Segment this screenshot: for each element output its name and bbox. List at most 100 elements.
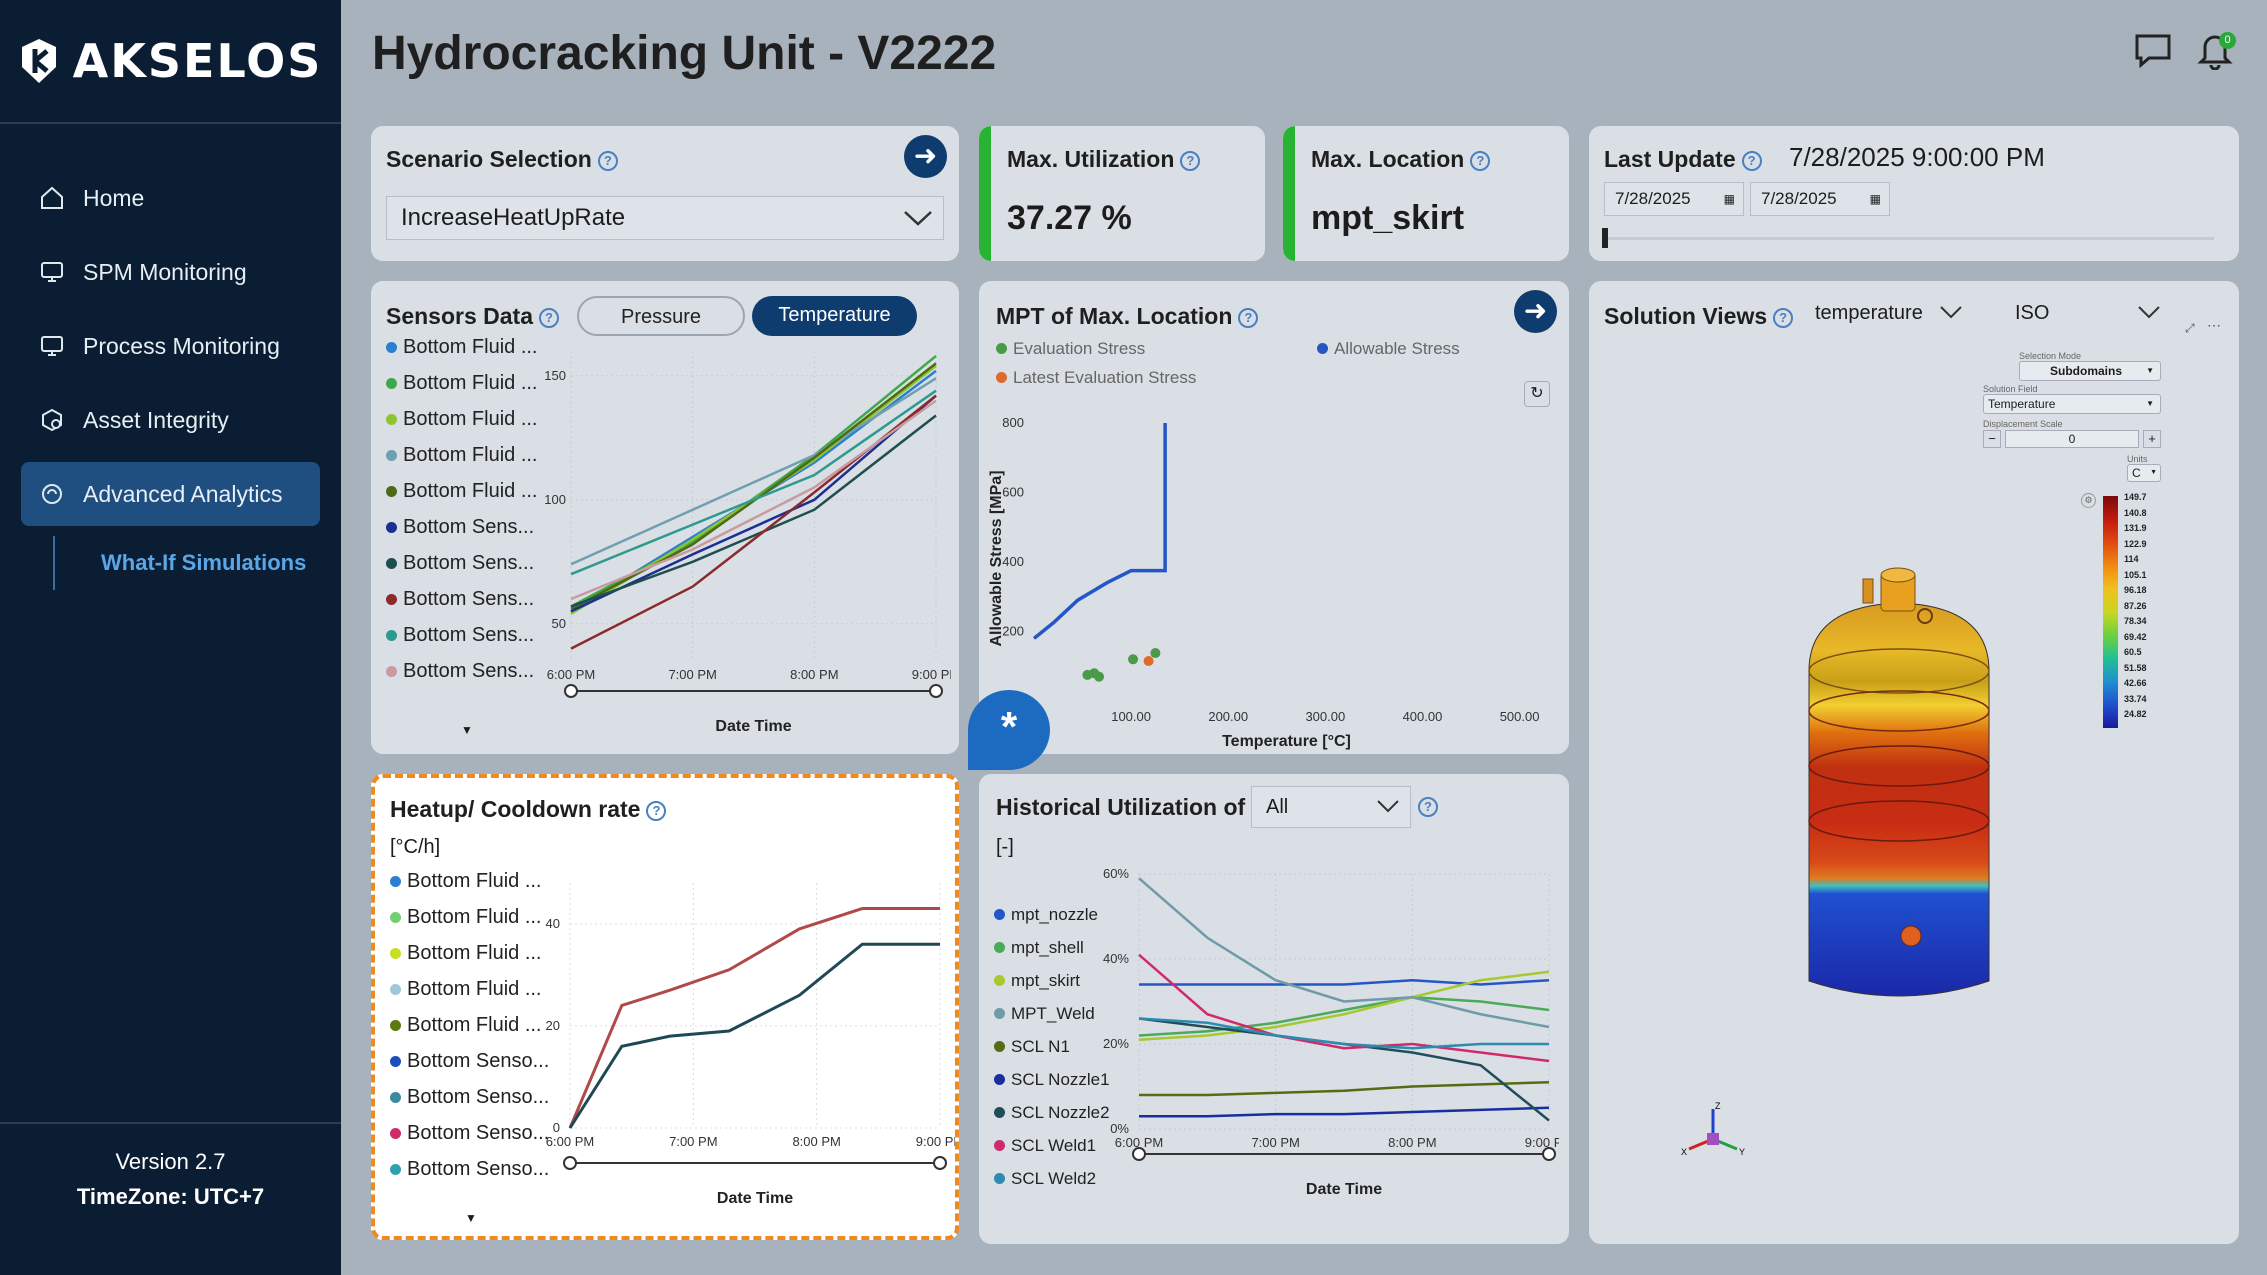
legend-item[interactable]: mpt_shell: [994, 931, 1110, 964]
logo[interactable]: AKSELOS: [0, 0, 341, 124]
series-line: [570, 389, 937, 576]
x-axis-label: Date Time: [715, 718, 791, 735]
historical-filter-dropdown[interactable]: All: [1251, 786, 1411, 828]
tab-pressure[interactable]: Pressure: [577, 296, 745, 336]
legend-dot: [390, 947, 401, 959]
legend-item[interactable]: Bottom Sens...: [386, 545, 538, 581]
x-tick-label: 9:00 PM: [912, 667, 951, 682]
legend-item[interactable]: mpt_nozzle: [994, 898, 1110, 931]
date-to-input[interactable]: 7/28/2025 ▦: [1750, 182, 1890, 216]
legend-allowable-stress: Allowable Stress: [1317, 339, 1460, 359]
legend-item[interactable]: SCL Nozzle2: [994, 1096, 1110, 1129]
card-title: Last Update?: [1604, 146, 1762, 173]
reset-zoom-button[interactable]: ↻: [1524, 381, 1550, 407]
legend-item[interactable]: SCL Weld1: [994, 1129, 1110, 1162]
legend-label: Bottom Fluid ...: [407, 905, 542, 928]
help-icon[interactable]: ?: [1741, 150, 1762, 171]
sidebar-item-label: Advanced Analytics: [83, 480, 283, 507]
time-range-start-handle: [564, 684, 578, 698]
help-icon[interactable]: ?: [646, 800, 667, 821]
sidebar-item-spm-monitoring[interactable]: SPM Monitoring: [21, 240, 320, 304]
help-icon[interactable]: ?: [1418, 797, 1438, 817]
legend-item[interactable]: Bottom Fluid ...: [390, 863, 549, 899]
legend-more-icon[interactable]: ▼: [465, 1211, 477, 1225]
expand-icon[interactable]: ⤢: [2185, 321, 2195, 335]
assistant-button[interactable]: *: [968, 690, 1050, 770]
legend-item[interactable]: SCL Nozzle1: [994, 1063, 1110, 1096]
units-label: Units: [2127, 454, 2148, 464]
legend-item[interactable]: Bottom Fluid ...: [386, 401, 538, 437]
sidebar-item-asset-integrity[interactable]: Asset Integrity: [21, 388, 320, 452]
tab-temperature[interactable]: Temperature: [752, 296, 917, 336]
legend-evaluation-stress: Evaluation Stress: [996, 339, 1145, 359]
legend-item[interactable]: Bottom Fluid ...: [390, 1007, 549, 1043]
legend-item[interactable]: Bottom Fluid ...: [390, 899, 549, 935]
legend-more-icon[interactable]: ▼: [461, 723, 473, 737]
scenario-go-button[interactable]: ➜: [904, 135, 947, 178]
help-icon[interactable]: ?: [1238, 307, 1259, 328]
view-dropdown[interactable]: ISO: [2001, 293, 2171, 333]
solution-field-select[interactable]: Temperature ▼: [1983, 394, 2161, 414]
legend-item[interactable]: Bottom Sens...: [386, 653, 538, 689]
selection-mode-select[interactable]: Subdomains ▼: [2019, 361, 2161, 381]
units-select[interactable]: C ▼: [2127, 464, 2161, 482]
series-line: [1138, 995, 1550, 1037]
solution-field-label: Solution Field: [1983, 384, 2038, 394]
more-icon[interactable]: ⋯: [2207, 317, 2221, 333]
help-icon[interactable]: ?: [539, 307, 560, 328]
help-icon[interactable]: ?: [1773, 307, 1794, 328]
legend-item[interactable]: SCL Weld2: [994, 1162, 1110, 1195]
time-slider-handle[interactable]: [1602, 228, 1608, 248]
help-icon[interactable]: ?: [1470, 150, 1491, 171]
last-update-card: Last Update? 7/28/2025 9:00:00 PM 7/28/2…: [1589, 126, 2239, 261]
date-from-input[interactable]: 7/28/2025 ▦: [1604, 182, 1744, 216]
legend-item[interactable]: Bottom Fluid ...: [390, 935, 549, 971]
mpt-go-button[interactable]: ➜: [1514, 290, 1557, 333]
sidebar-nav: Home SPM Monitoring Process Monitoring A…: [0, 124, 341, 590]
sidebar-item-home[interactable]: Home: [21, 166, 320, 230]
legend-label: Bottom Fluid ...: [403, 443, 538, 466]
legend-item[interactable]: Bottom Senso...: [390, 1043, 549, 1079]
increase-button[interactable]: +: [2143, 430, 2161, 448]
legend-item[interactable]: mpt_skirt: [994, 964, 1110, 997]
displacement-input[interactable]: 0: [2005, 430, 2139, 448]
time-slider-track[interactable]: [1604, 237, 2214, 240]
legend-label: Bottom Fluid ...: [403, 371, 538, 394]
legend-item[interactable]: Bottom Fluid ...: [386, 437, 538, 473]
legend-item[interactable]: MPT_Weld: [994, 997, 1110, 1030]
solution-views-card: Solution Views? temperature ISO ⤢ ⋯ Sele…: [1589, 281, 2239, 1244]
help-icon[interactable]: ?: [597, 150, 618, 171]
settings-icon[interactable]: ⚙: [2081, 493, 2096, 508]
series-line: [570, 394, 937, 650]
legend-item[interactable]: Bottom Fluid ...: [386, 473, 538, 509]
last-update-value: 7/28/2025 9:00:00 PM: [1789, 142, 2045, 172]
legend-dot: [390, 1019, 401, 1031]
scenario-dropdown[interactable]: IncreaseHeatUpRate: [386, 196, 944, 240]
legend-item[interactable]: Bottom Senso...: [390, 1115, 549, 1151]
series-line: [1139, 1081, 1550, 1097]
field-dropdown[interactable]: temperature: [1801, 293, 1973, 333]
help-icon[interactable]: ?: [1180, 150, 1201, 171]
sidebar-subitem-what-if-simulations[interactable]: What-If Simulations: [53, 536, 341, 590]
sidebar-item-advanced-analytics[interactable]: Advanced Analytics: [21, 462, 320, 526]
legend-dot: [994, 1074, 1005, 1085]
legend-item[interactable]: Bottom Senso...: [390, 1151, 549, 1187]
legend-item[interactable]: Bottom Sens...: [386, 509, 538, 545]
legend-item[interactable]: Bottom Fluid ...: [386, 365, 538, 401]
vessel-3d-model[interactable]: [1799, 561, 1999, 1021]
legend-item[interactable]: Bottom Sens...: [386, 617, 538, 653]
svg-text:X: X: [1681, 1147, 1687, 1157]
sidebar-item-process-monitoring[interactable]: Process Monitoring: [21, 314, 320, 378]
status-bar: [979, 126, 991, 261]
decrease-button[interactable]: −: [1983, 430, 2001, 448]
legend-item[interactable]: Bottom Fluid ...: [390, 971, 549, 1007]
notification-button[interactable]: 0: [2197, 30, 2237, 72]
mpt-card: MPT of Max. Location? ➜ Evaluation Stres…: [979, 281, 1569, 754]
legend-item[interactable]: Bottom Senso...: [390, 1079, 549, 1115]
chat-icon[interactable]: [2133, 30, 2173, 70]
x-axis-label: Date Time: [717, 1190, 793, 1207]
legend-item[interactable]: SCL N1: [994, 1030, 1110, 1063]
legend-item[interactable]: Bottom Fluid ...: [386, 329, 538, 365]
legend-item[interactable]: Bottom Sens...: [386, 581, 538, 617]
max-utilization-card: Max. Utilization? 37.27 %: [979, 126, 1265, 261]
